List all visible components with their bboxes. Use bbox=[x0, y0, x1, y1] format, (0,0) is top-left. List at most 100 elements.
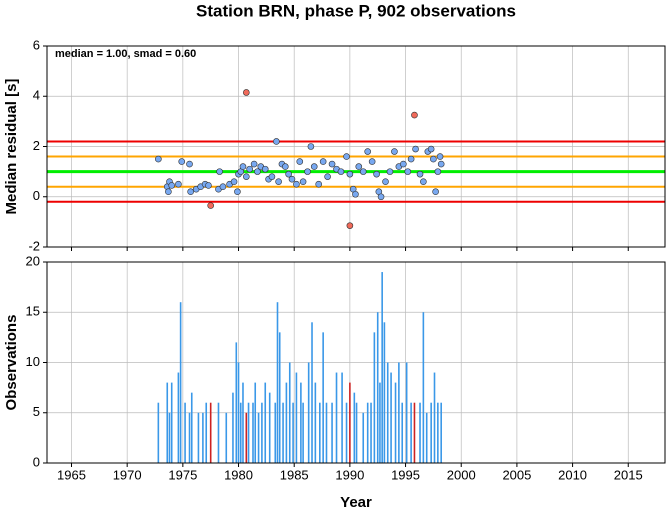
y-tick-label: 15 bbox=[26, 304, 40, 319]
y-tick-label: 2 bbox=[33, 138, 40, 153]
bar bbox=[341, 372, 343, 463]
point bbox=[165, 188, 172, 196]
x-tick-label: 2000 bbox=[447, 467, 476, 482]
bar bbox=[401, 402, 404, 463]
point bbox=[285, 170, 292, 178]
bar bbox=[366, 402, 369, 463]
x-tick-label: 1995 bbox=[391, 467, 420, 482]
point bbox=[386, 168, 394, 175]
point bbox=[427, 145, 435, 153]
point bbox=[261, 165, 269, 173]
bar bbox=[405, 362, 408, 463]
bar bbox=[376, 312, 379, 463]
x-tick-label: 1965 bbox=[57, 467, 86, 482]
point bbox=[437, 160, 445, 168]
bar bbox=[394, 382, 397, 463]
bar bbox=[235, 342, 238, 463]
point bbox=[319, 158, 327, 165]
bar bbox=[335, 372, 338, 463]
x-tick-label: 1985 bbox=[280, 467, 309, 482]
bar bbox=[370, 402, 372, 463]
bar bbox=[353, 392, 356, 463]
point bbox=[434, 168, 442, 175]
point bbox=[293, 180, 300, 188]
point bbox=[250, 160, 258, 168]
point bbox=[178, 158, 186, 165]
point bbox=[343, 153, 350, 160]
y-tick-label: 5 bbox=[33, 404, 40, 419]
point bbox=[175, 180, 182, 188]
point bbox=[219, 183, 227, 190]
bar bbox=[254, 382, 257, 463]
annotation: median = 1.00, smad = 0.60 bbox=[55, 48, 196, 60]
point bbox=[239, 163, 247, 170]
bar bbox=[237, 362, 240, 463]
plot-frame bbox=[46, 261, 666, 464]
chart-title: Station BRN, phase P, 902 observations bbox=[196, 1, 516, 20]
bar bbox=[383, 322, 386, 463]
y-tick-label: 10 bbox=[26, 354, 40, 369]
x-tick-label: 1990 bbox=[335, 467, 364, 482]
point bbox=[412, 145, 419, 153]
point bbox=[168, 182, 176, 189]
point bbox=[304, 168, 311, 175]
y-tick-label: 6 bbox=[33, 37, 40, 52]
point bbox=[246, 165, 253, 173]
bar bbox=[274, 402, 277, 463]
bar bbox=[355, 402, 358, 463]
point bbox=[416, 170, 424, 178]
bar bbox=[197, 412, 200, 463]
point bbox=[296, 158, 304, 165]
bar bbox=[261, 402, 263, 463]
bar bbox=[264, 382, 267, 463]
point bbox=[299, 178, 307, 185]
bar bbox=[419, 402, 421, 463]
bar bbox=[386, 362, 389, 463]
point bbox=[243, 173, 250, 180]
bar bbox=[425, 412, 428, 463]
bar bbox=[170, 382, 173, 463]
point bbox=[273, 138, 280, 145]
bar bbox=[268, 392, 271, 463]
bar bbox=[440, 402, 442, 463]
bar bbox=[288, 362, 291, 463]
bar bbox=[379, 382, 381, 463]
point bbox=[430, 155, 437, 163]
point bbox=[432, 188, 439, 196]
point bbox=[275, 178, 282, 185]
bar bbox=[242, 382, 244, 463]
point bbox=[187, 188, 194, 196]
point bbox=[216, 168, 223, 175]
bar bbox=[345, 402, 348, 463]
point bbox=[324, 173, 331, 180]
bar bbox=[168, 412, 171, 463]
point bbox=[254, 168, 261, 175]
point bbox=[364, 148, 371, 155]
bar bbox=[307, 362, 310, 463]
point bbox=[234, 188, 241, 196]
point bbox=[205, 182, 212, 189]
point bbox=[268, 173, 276, 180]
bar bbox=[205, 402, 208, 463]
y-axis-label: Observations bbox=[3, 315, 20, 411]
point bbox=[186, 160, 193, 168]
bar bbox=[300, 382, 302, 463]
point bbox=[436, 153, 444, 160]
point bbox=[373, 170, 380, 178]
bar bbox=[349, 382, 351, 463]
point bbox=[411, 111, 418, 119]
point bbox=[346, 170, 354, 178]
bar bbox=[257, 412, 260, 463]
bar bbox=[190, 392, 193, 463]
bar bbox=[252, 402, 254, 463]
point bbox=[315, 180, 322, 188]
bar bbox=[239, 402, 242, 463]
bar bbox=[430, 402, 432, 463]
point bbox=[359, 168, 367, 175]
bar bbox=[437, 402, 439, 463]
point bbox=[307, 143, 315, 150]
bar bbox=[282, 402, 284, 463]
point bbox=[281, 163, 289, 170]
bar bbox=[278, 332, 281, 463]
